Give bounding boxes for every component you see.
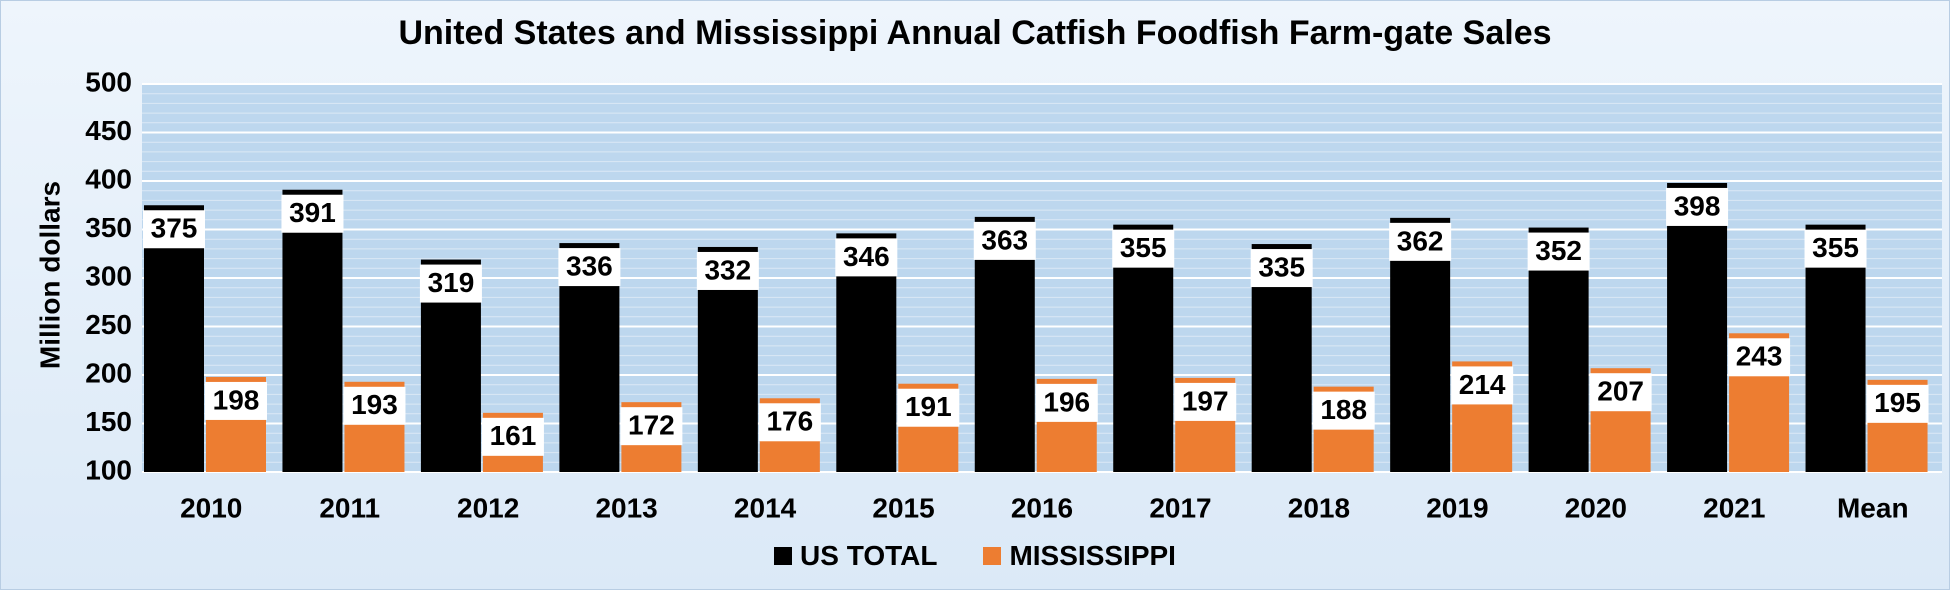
data-label-box <box>973 221 1036 260</box>
x-tick-label: 2015 <box>872 492 934 523</box>
y-tick-label: 500 <box>85 66 132 97</box>
y-tick-label: 450 <box>85 115 132 146</box>
legend: US TOTAL MISSISSIPPI <box>0 540 1950 572</box>
data-label: 207 <box>1597 376 1644 407</box>
legend-label-us-total: US TOTAL <box>800 540 938 571</box>
data-label: 172 <box>628 410 675 441</box>
data-label-box <box>143 210 205 249</box>
data-label: 214 <box>1459 369 1506 400</box>
data-label: 319 <box>428 267 475 298</box>
x-tick-label: 2021 <box>1703 492 1765 523</box>
data-label-box <box>1312 391 1375 430</box>
bar-us-total <box>1667 182 1728 472</box>
y-tick-label: 100 <box>85 454 132 485</box>
data-label-box <box>1389 222 1452 261</box>
legend-item-mississippi: MISSISSIPPI <box>983 540 1176 572</box>
data-label-box <box>205 381 267 420</box>
data-label: 362 <box>1397 225 1444 256</box>
y-tick-label: 300 <box>85 260 132 291</box>
data-label-box <box>620 407 683 446</box>
data-label-box <box>1250 249 1313 288</box>
data-label-box <box>835 238 898 277</box>
data-label: 176 <box>766 406 813 437</box>
x-tick-label: 2014 <box>734 492 797 523</box>
data-label-box <box>1589 373 1652 412</box>
y-tick-label: 150 <box>85 406 132 437</box>
chart-title: United States and Mississippi Annual Cat… <box>398 14 1552 52</box>
x-tick-label: 2018 <box>1288 492 1350 523</box>
data-label-box <box>481 417 544 456</box>
data-label-box <box>343 386 406 425</box>
data-label: 335 <box>1258 251 1305 282</box>
x-tick-label: 2010 <box>180 492 242 523</box>
x-tick-label: 2019 <box>1426 492 1488 523</box>
data-label: 197 <box>1182 385 1229 416</box>
y-tick-label: 400 <box>85 163 132 194</box>
y-tick-label: 350 <box>85 212 132 243</box>
data-label: 346 <box>843 241 890 272</box>
data-label-box <box>1112 229 1175 268</box>
data-label-box <box>758 403 821 442</box>
data-label-box <box>1035 383 1098 422</box>
data-label: 363 <box>981 224 1028 255</box>
x-tick-label: 2011 <box>319 492 380 523</box>
bars: 375 198 391 193 319 161 336 172 332 176 346 191 363 1… <box>143 182 1929 473</box>
data-label: 352 <box>1535 235 1582 266</box>
data-label: 336 <box>566 250 613 281</box>
bar-us-total <box>282 189 343 473</box>
data-label: 196 <box>1043 386 1090 417</box>
x-axis-ticks: 2010 2011 2012 2013 2014 2015 2016 2017 2018 2019… <box>180 492 1908 523</box>
data-label-box <box>419 264 482 303</box>
legend-label-mississippi: MISSISSIPPI <box>1009 540 1176 571</box>
data-label: 195 <box>1874 387 1921 418</box>
legend-swatch-us-total <box>774 547 793 565</box>
data-label: 198 <box>213 384 260 415</box>
data-label-box <box>1804 229 1867 268</box>
legend-item-us-total: US TOTAL <box>774 540 937 572</box>
data-label: 188 <box>1320 394 1367 425</box>
data-label: 398 <box>1674 190 1721 221</box>
x-tick-label: 2017 <box>1149 492 1211 523</box>
x-tick-label: Mean <box>1837 492 1909 523</box>
data-label: 332 <box>704 254 751 285</box>
data-label: 161 <box>490 420 537 451</box>
data-label-box <box>1666 187 1729 226</box>
data-label: 355 <box>1812 232 1859 263</box>
data-label-box <box>1866 384 1929 423</box>
data-label: 191 <box>905 391 952 422</box>
y-tick-label: 200 <box>85 357 132 388</box>
data-label: 391 <box>289 197 336 228</box>
data-label: 193 <box>351 389 398 420</box>
x-tick-label: 2012 <box>457 492 519 523</box>
data-label-box <box>1451 366 1514 405</box>
x-tick-label: 2016 <box>1011 492 1073 523</box>
data-label: 355 <box>1120 232 1167 263</box>
data-label-box <box>1174 382 1237 421</box>
x-tick-label: 2020 <box>1565 492 1627 523</box>
y-axis-ticks: 100 150 200 250 300 350 400 450 500 <box>85 66 132 485</box>
bar-us-total <box>144 205 204 472</box>
data-label: 375 <box>151 213 198 244</box>
y-tick-label: 250 <box>85 309 132 340</box>
data-label: 243 <box>1736 341 1783 372</box>
data-label-box <box>1728 338 1791 377</box>
data-label-box <box>696 251 759 290</box>
data-label-box <box>897 388 960 427</box>
data-label-box <box>281 194 344 233</box>
data-label-box <box>558 248 621 287</box>
data-label-box <box>1527 232 1590 271</box>
y-axis-label: Million dollars <box>34 181 65 369</box>
x-tick-label: 2013 <box>595 492 657 523</box>
legend-swatch-mississippi <box>983 547 1002 565</box>
